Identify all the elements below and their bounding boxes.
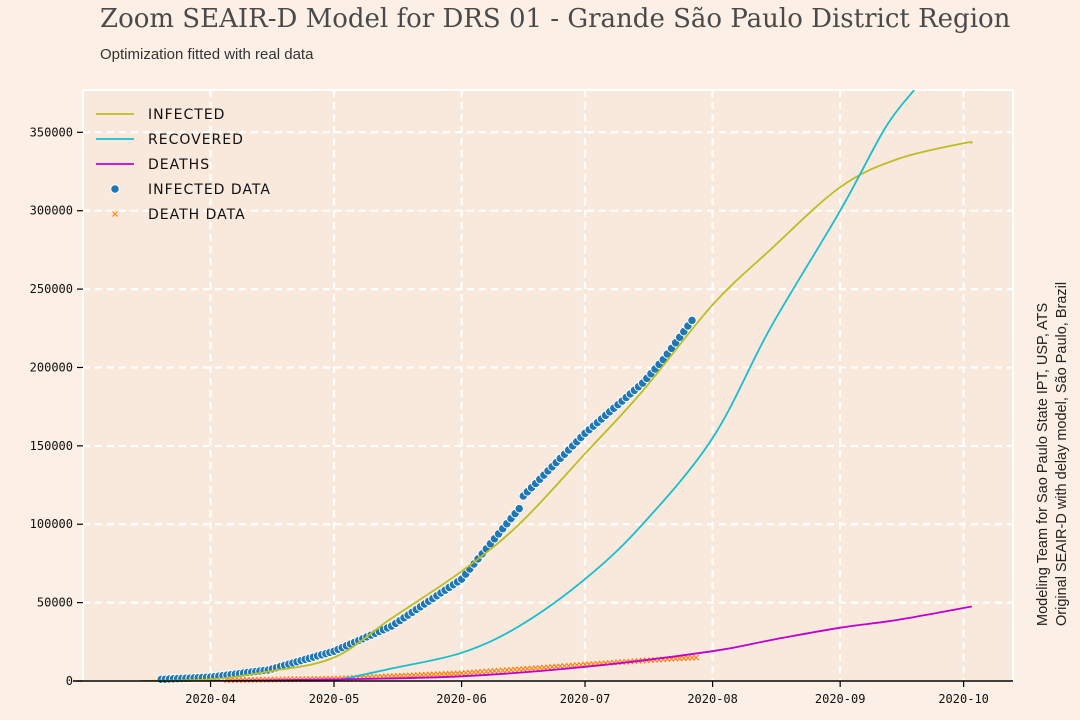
death-data-x-stroke bbox=[680, 655, 687, 662]
legend-item-infected-data: INFECTED DATA bbox=[110, 182, 271, 198]
legend-label: DEATH DATA bbox=[148, 207, 246, 223]
deaths-line bbox=[210, 605, 972, 681]
death-data-x-stroke bbox=[557, 663, 564, 670]
x-tick-label: 2020-07 bbox=[560, 692, 611, 706]
y-tick-label: 350000 bbox=[30, 125, 73, 139]
plot-area bbox=[83, 90, 1013, 681]
legend-label: INFECTED DATA bbox=[148, 182, 271, 198]
x-tick-label: 2020-08 bbox=[687, 692, 738, 706]
death-data-x-stroke bbox=[569, 662, 576, 669]
death-data-x-stroke bbox=[689, 654, 696, 661]
death-data-x-stroke bbox=[545, 664, 551, 671]
credit-line-2: Original SEAIR-D with delay model, São P… bbox=[1054, 282, 1070, 626]
death-data-x-stroke bbox=[676, 655, 683, 662]
infected-data-marker bbox=[687, 315, 697, 326]
infected-data-marker bbox=[514, 503, 524, 514]
chart-title: Zoom SEAIR-D Model for DRS 01 - Grande S… bbox=[100, 4, 1011, 34]
death-data-x-stroke bbox=[693, 654, 700, 661]
death-data-x-stroke bbox=[499, 667, 506, 674]
death-data-x-stroke bbox=[503, 667, 510, 674]
axes: 0 50000 100000 150000 200000 250000 300000 3500… bbox=[30, 125, 1013, 706]
death-data-x-stroke bbox=[470, 669, 477, 676]
legend: INFECTED RECOVERED DEATHS INFECTED DATA DEAT… bbox=[96, 107, 271, 223]
legend-item-recovered: RECOVERED bbox=[96, 132, 244, 148]
death-data-x-stroke bbox=[528, 665, 535, 672]
x-tick-label: 2020-04 bbox=[185, 692, 236, 706]
death-data-x-stroke bbox=[516, 666, 523, 673]
death-data-x-stroke bbox=[495, 667, 502, 674]
death-data-x-stroke bbox=[458, 670, 465, 677]
death-data-x-stroke bbox=[553, 663, 560, 670]
death-data-x-stroke bbox=[540, 664, 547, 671]
death-data-x-stroke bbox=[475, 669, 482, 676]
death-data-x-stroke bbox=[483, 668, 490, 675]
y-tick-label: 100000 bbox=[30, 517, 73, 531]
death-data-x-stroke bbox=[684, 654, 691, 661]
chart-subtitle: Optimization fitted with real data bbox=[100, 46, 314, 63]
death-data-x-stroke bbox=[479, 668, 486, 675]
death-data-x-stroke bbox=[573, 662, 580, 669]
legend-swatch-x bbox=[112, 211, 118, 217]
credits: Modeling Team for Sao Paulo State IPT, U… bbox=[1035, 282, 1070, 626]
credit-line-1: Modeling Team for Sao Paulo State IPT, U… bbox=[1035, 303, 1051, 626]
x-tick-label: 2020-10 bbox=[938, 692, 989, 706]
death-data-x-stroke bbox=[561, 663, 568, 669]
legend-label: RECOVERED bbox=[148, 132, 244, 148]
death-data-x-stroke bbox=[549, 663, 556, 670]
series-layer bbox=[140, 90, 973, 685]
x-tick-label: 2020-05 bbox=[309, 692, 360, 706]
legend-label: INFECTED bbox=[148, 107, 225, 123]
death-data-x-stroke bbox=[466, 669, 473, 676]
y-tick-label: 0 bbox=[66, 674, 73, 688]
death-data-marker bbox=[693, 654, 700, 661]
death-data-x-stroke bbox=[524, 665, 531, 672]
legend-item-death-data: DEATH DATA bbox=[112, 207, 246, 223]
recovered-line bbox=[333, 90, 915, 681]
legend-item-deaths: DEATHS bbox=[96, 157, 210, 173]
y-tick-label: 50000 bbox=[37, 596, 73, 610]
y-tick-label: 150000 bbox=[30, 439, 73, 453]
y-tick-label: 300000 bbox=[30, 204, 73, 218]
death-data-x-stroke bbox=[462, 669, 469, 676]
death-data-x-stroke bbox=[507, 666, 514, 673]
legend-swatch-x-stroke bbox=[112, 211, 118, 217]
death-data-x-stroke bbox=[532, 665, 539, 672]
legend-swatch-circle bbox=[110, 184, 120, 194]
death-data-x-stroke bbox=[536, 664, 543, 671]
legend-item-infected: INFECTED bbox=[96, 107, 225, 123]
x-tick-label: 2020-06 bbox=[436, 692, 487, 706]
y-tick-label: 250000 bbox=[30, 282, 73, 296]
death-data-x-stroke bbox=[487, 668, 494, 675]
death-data-x-stroke bbox=[491, 667, 498, 674]
death-data-x-stroke bbox=[577, 661, 584, 668]
infected-line bbox=[140, 141, 973, 681]
legend-label: DEATHS bbox=[148, 157, 210, 173]
x-tick-label: 2020-09 bbox=[815, 692, 866, 706]
death-data-x-stroke bbox=[512, 666, 519, 673]
y-tick-label: 200000 bbox=[30, 360, 73, 374]
death-data-x-stroke bbox=[520, 665, 527, 672]
death-data-x-stroke bbox=[565, 662, 572, 669]
